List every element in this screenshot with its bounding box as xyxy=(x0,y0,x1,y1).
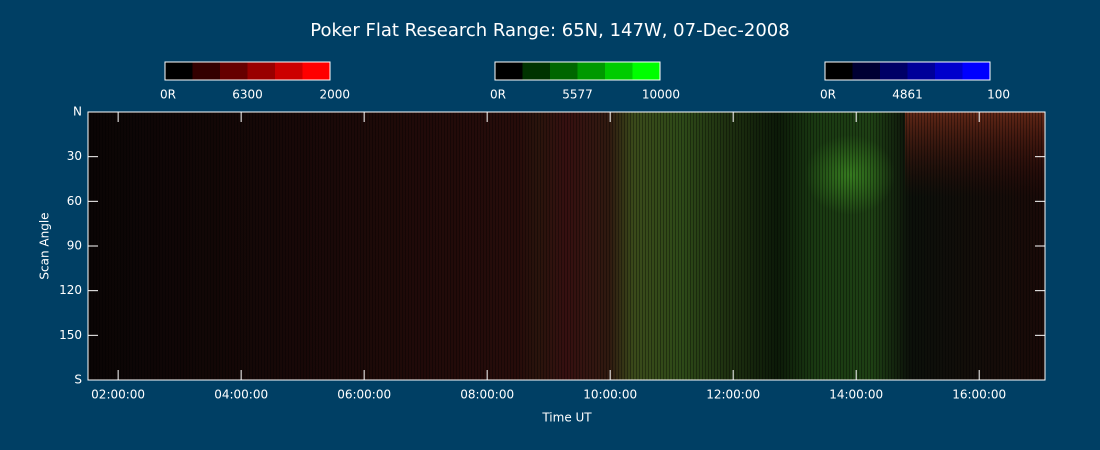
colorbar-swatch xyxy=(247,62,276,80)
colorbar-swatch xyxy=(880,62,908,80)
colorbar-max-label: 100 xyxy=(987,88,1010,102)
y-tick-label: 120 xyxy=(59,283,82,297)
y-tick-label: 90 xyxy=(67,239,82,253)
colorbar-swatch xyxy=(165,62,193,80)
colorbar-swatch xyxy=(907,62,936,80)
colorbar-frame xyxy=(164,61,331,81)
x-tick-label: 16:00:00 xyxy=(952,388,1006,402)
x-tick-label: 12:00:00 xyxy=(706,388,760,402)
keogram-image xyxy=(88,112,1045,380)
y-tick-label: 150 xyxy=(59,328,82,342)
colorbar-min-label: 0R xyxy=(490,88,506,102)
x-tick-label: 04:00:00 xyxy=(214,388,268,402)
colorbar-swatch xyxy=(302,62,331,80)
colorbar-swatch xyxy=(852,62,881,80)
colorbar-wavelength: 4861 xyxy=(892,88,923,102)
colorbar-wavelength: 5577 xyxy=(562,88,593,102)
colorbar-max-label: 10000 xyxy=(642,88,680,102)
y-tick-label: 30 xyxy=(67,149,82,163)
x-axis-label: Time UT xyxy=(541,411,592,425)
colorbar-swatch xyxy=(962,62,991,80)
colorbar-frame xyxy=(494,61,661,81)
x-tick-label: 14:00:00 xyxy=(829,388,883,402)
colorbar-swatch xyxy=(220,62,248,80)
y-tick-label: N xyxy=(73,105,82,119)
x-tick-label: 08:00:00 xyxy=(460,388,514,402)
colorbar-wavelength: 6300 xyxy=(232,88,263,102)
colorbar-swatch xyxy=(275,62,303,80)
colorbar-swatch xyxy=(495,62,523,80)
chart-title: Poker Flat Research Range: 65N, 147W, 07… xyxy=(310,20,789,41)
y-tick-label: 60 xyxy=(67,194,82,208)
x-tick-label: 06:00:00 xyxy=(337,388,391,402)
colorbar-swatch xyxy=(550,62,578,80)
colorbar-swatch xyxy=(825,62,853,80)
colorbar-swatch xyxy=(192,62,221,80)
colorbar-swatch xyxy=(632,62,661,80)
colorbar-frame xyxy=(824,61,991,81)
colorbar-swatch xyxy=(522,62,551,80)
y-tick-label: S xyxy=(74,373,82,387)
colorbar-max-label: 2000 xyxy=(319,88,350,102)
y-axis-label: Scan Angle xyxy=(38,212,52,279)
colorbar-swatch xyxy=(605,62,633,80)
colorbar-min-label: 0R xyxy=(160,88,176,102)
colorbar-swatch xyxy=(577,62,606,80)
colorbar-min-label: 0R xyxy=(820,88,836,102)
colorbar-swatch xyxy=(935,62,963,80)
x-tick-label: 02:00:00 xyxy=(91,388,145,402)
x-tick-label: 10:00:00 xyxy=(583,388,637,402)
